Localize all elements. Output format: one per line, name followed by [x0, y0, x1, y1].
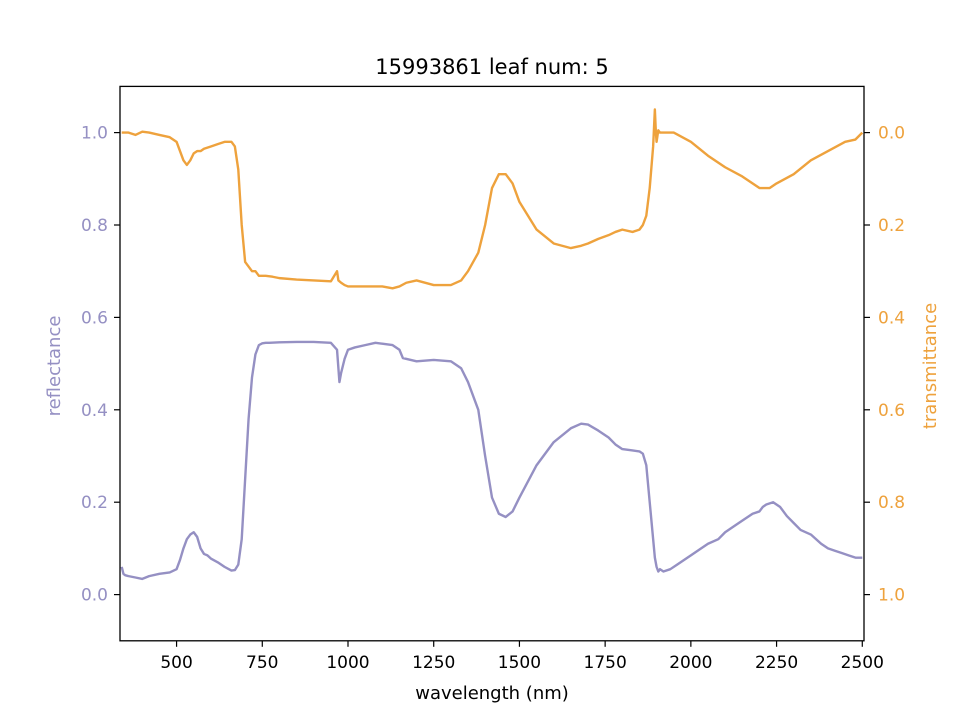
- x-tick-label: 1500: [498, 653, 541, 673]
- x-tick-label: 1750: [584, 653, 627, 673]
- x-tick-label: 1000: [326, 653, 369, 673]
- y-right-tick-label: 0.2: [878, 216, 905, 236]
- y-axis-right: 0.0 0.2 0.4 0.6 0.8 1.0: [864, 124, 905, 606]
- series-line-reflectance: [120, 340, 863, 581]
- x-tick-label: 750: [246, 653, 278, 673]
- y-right-tick-label: 0.0: [878, 124, 905, 144]
- x-tick-label: 2500: [841, 653, 884, 673]
- y-axis-left: 0.0 0.2 0.4 0.6 0.8 1.0: [81, 124, 120, 606]
- chart-title: 15993861 leaf num: 5: [375, 55, 608, 79]
- y-right-tick-label: 0.8: [878, 493, 905, 513]
- x-tick-label: 2250: [755, 653, 798, 673]
- y-right-tick-label: 1.0: [878, 586, 905, 606]
- plot-frame: [119, 85, 865, 642]
- y-axis-left-title: reflectance: [44, 316, 65, 417]
- y-left-tick-label: 0.8: [81, 216, 108, 236]
- y-left-tick-label: 0.2: [81, 493, 108, 513]
- x-tick-label: 2000: [669, 653, 712, 673]
- y-right-tick-label: 0.6: [878, 401, 905, 421]
- x-axis-title: wavelength (nm): [415, 683, 569, 704]
- y-right-tick-label: 0.4: [878, 308, 905, 328]
- series-layer: [120, 108, 864, 581]
- y-left-tick-label: 0.6: [81, 308, 108, 328]
- x-tick-label: 500: [160, 653, 192, 673]
- y-left-tick-label: 1.0: [81, 124, 108, 144]
- x-axis: 500 750 1000 1250 1500 1750 2000 2250 2500: [160, 640, 884, 673]
- x-tick-label: 1250: [412, 653, 455, 673]
- y-left-tick-label: 0.4: [81, 401, 108, 421]
- series-line-transmittance: [121, 108, 864, 290]
- y-axis-right-title: transmittance: [920, 303, 941, 429]
- y-left-tick-label: 0.0: [81, 586, 108, 606]
